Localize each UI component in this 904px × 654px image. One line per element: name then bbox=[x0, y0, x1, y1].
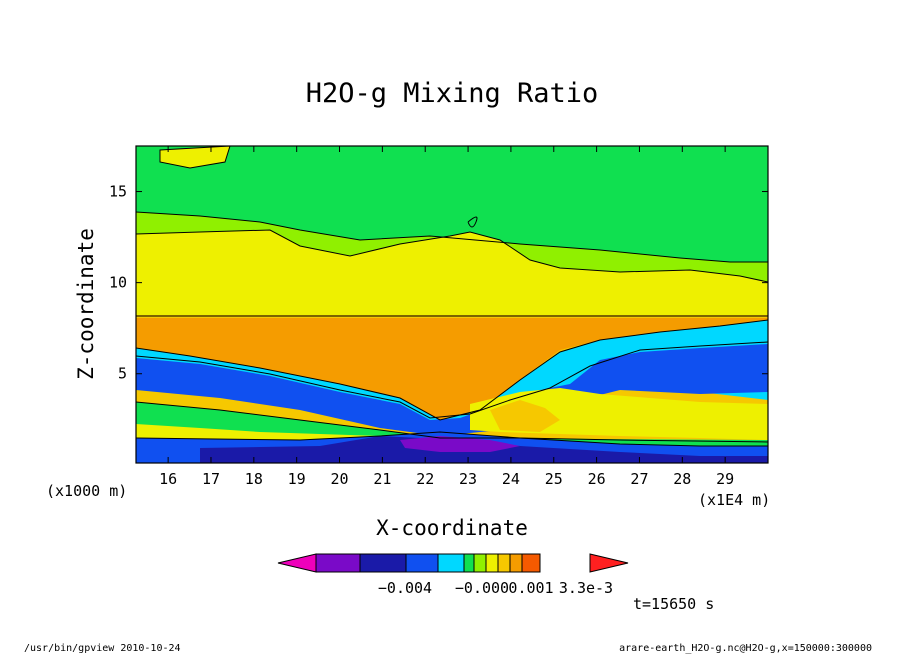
colorbar bbox=[277, 553, 629, 573]
x-tick-label: 19 bbox=[288, 470, 306, 488]
colorbar-label: −0.000 bbox=[455, 579, 509, 597]
x-tick-label: 17 bbox=[202, 470, 220, 488]
x-tick-label: 20 bbox=[330, 470, 348, 488]
x-tick-label: 21 bbox=[373, 470, 391, 488]
footer-right: arare-earth_H2O-g.nc@H2O-g,x=150000:3000… bbox=[619, 643, 872, 654]
colorbar-swatch bbox=[521, 553, 541, 573]
x-tick-label: 22 bbox=[416, 470, 434, 488]
x-tick-label: 26 bbox=[588, 470, 606, 488]
colorbar-swatch bbox=[497, 553, 511, 573]
x-axis-ticks: 16 17 18 19 20 21 22 23 24 25 26 27 28 29 bbox=[159, 146, 734, 488]
colorbar-label: 0.001 bbox=[508, 579, 553, 597]
region-orange-wedge bbox=[136, 318, 768, 420]
contour-lines bbox=[136, 146, 768, 447]
colorbar-swatch bbox=[463, 553, 475, 573]
footer-left: /usr/bin/gpview 2010-10-24 bbox=[24, 643, 181, 654]
colorbar-swatch bbox=[509, 553, 523, 573]
region-top-yellow-blob bbox=[160, 146, 230, 168]
colorbar-label: 3.3e-3 bbox=[559, 579, 613, 597]
colorbar-labels: −0.004 −0.000 0.001 3.3e-3 bbox=[378, 579, 613, 597]
y-tick-label: 5 bbox=[118, 365, 127, 383]
x-tick-label: 29 bbox=[716, 470, 734, 488]
colorbar-swatch bbox=[437, 553, 465, 573]
colorbar-high-arrow bbox=[589, 553, 629, 573]
x-tick-label: 16 bbox=[159, 470, 177, 488]
y-axis-ticks: 5 10 15 bbox=[109, 183, 768, 383]
colorbar-swatch bbox=[473, 553, 487, 573]
region-light-orange-patch bbox=[490, 400, 560, 432]
chart-title: H2O-g Mixing Ratio bbox=[306, 78, 599, 109]
contour-field bbox=[136, 146, 768, 463]
x-tick-label: 23 bbox=[459, 470, 477, 488]
colorbar-swatch bbox=[315, 553, 361, 573]
colorbar-label: −0.004 bbox=[378, 579, 432, 597]
y-unit-label: (x1000 m) bbox=[46, 482, 127, 500]
y-axis-title: Z-coordinate bbox=[74, 228, 98, 380]
plot-frame bbox=[135, 145, 769, 464]
y-tick-label: 10 bbox=[109, 274, 127, 292]
colorbar-swatch bbox=[485, 553, 499, 573]
region-blue-layer bbox=[136, 344, 768, 436]
colorbar-low-arrow bbox=[277, 553, 317, 573]
region-purple bbox=[400, 436, 520, 452]
x-unit-label: (x1E4 m) bbox=[698, 491, 770, 509]
region-cyan-layer bbox=[136, 320, 768, 430]
colorbar-swatch bbox=[405, 553, 439, 573]
time-label: t=15650 s bbox=[633, 595, 714, 613]
x-tick-label: 27 bbox=[630, 470, 648, 488]
x-tick-label: 28 bbox=[673, 470, 691, 488]
colorbar-swatch bbox=[359, 553, 407, 573]
x-tick-label: 25 bbox=[545, 470, 563, 488]
x-tick-label: 24 bbox=[502, 470, 520, 488]
x-axis-title: X-coordinate bbox=[376, 516, 528, 540]
y-tick-label: 15 bbox=[109, 183, 127, 201]
x-tick-label: 18 bbox=[245, 470, 263, 488]
